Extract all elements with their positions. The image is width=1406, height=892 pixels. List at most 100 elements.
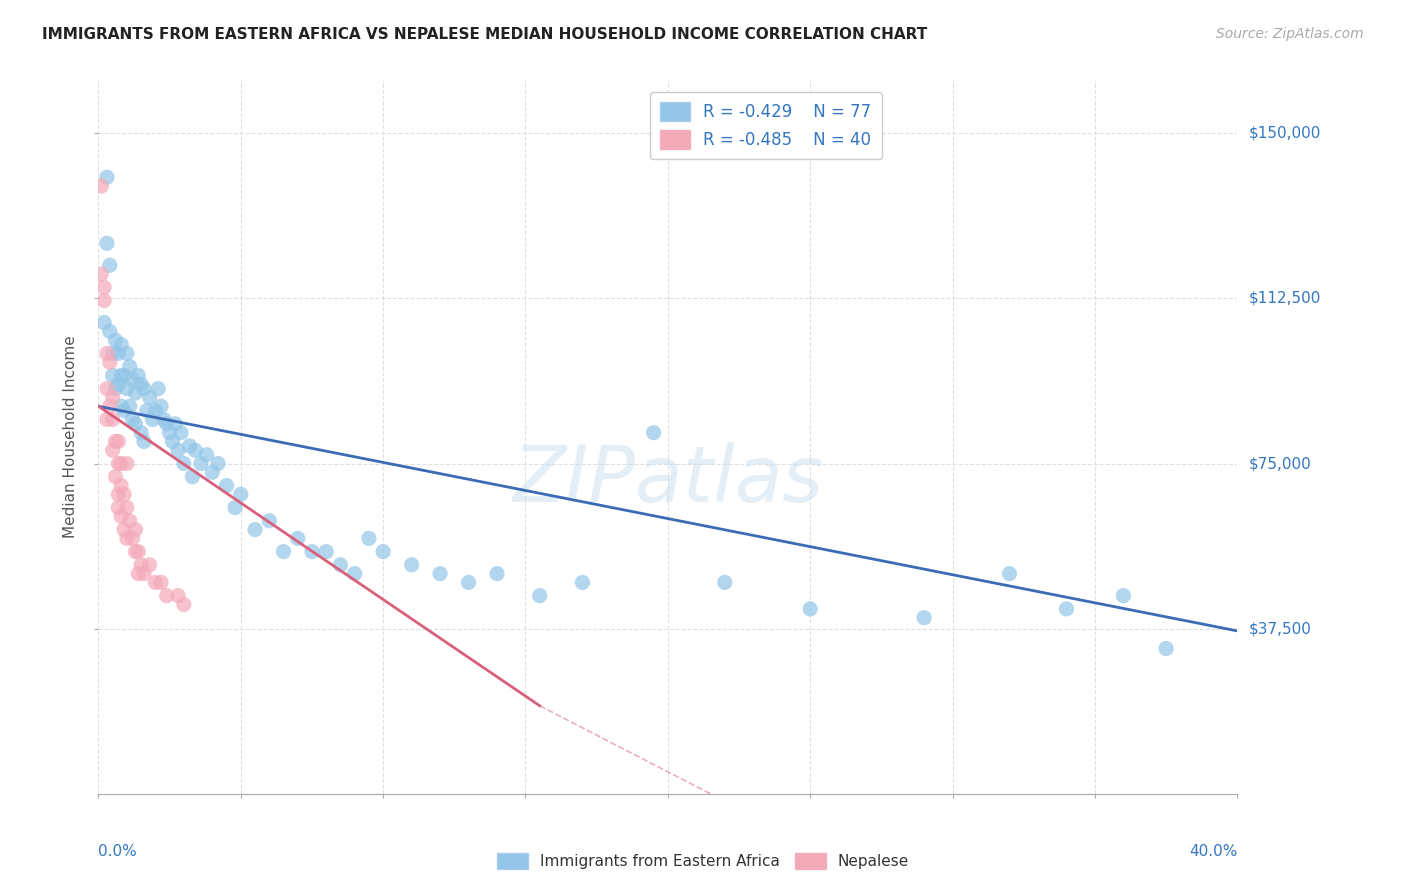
Point xyxy=(104,469,127,483)
Point xyxy=(329,558,352,572)
Point xyxy=(150,575,173,590)
Point xyxy=(145,403,167,417)
Point xyxy=(159,425,181,440)
Point xyxy=(101,346,124,360)
Point xyxy=(101,368,124,383)
Text: $37,500: $37,500 xyxy=(1249,621,1312,636)
Point xyxy=(429,566,451,581)
Point xyxy=(98,355,121,369)
Point xyxy=(373,544,395,558)
Point xyxy=(138,391,160,405)
Point xyxy=(115,382,138,396)
Point xyxy=(457,575,479,590)
Point xyxy=(1112,589,1135,603)
Point xyxy=(107,377,129,392)
Point xyxy=(96,236,118,251)
Point xyxy=(167,589,190,603)
Point xyxy=(93,280,115,294)
Point xyxy=(107,487,129,501)
Text: $75,000: $75,000 xyxy=(1249,456,1312,471)
Point xyxy=(124,523,146,537)
Point xyxy=(129,377,152,392)
Point xyxy=(156,417,179,431)
Point xyxy=(93,293,115,308)
Point xyxy=(118,514,141,528)
Point xyxy=(129,558,152,572)
Point xyxy=(141,412,163,426)
Point xyxy=(229,487,252,501)
Point xyxy=(148,382,170,396)
Point xyxy=(301,544,323,558)
Point xyxy=(799,602,821,616)
Point xyxy=(90,267,112,281)
Point xyxy=(643,425,665,440)
Point xyxy=(110,509,132,524)
Point xyxy=(121,373,143,387)
Point xyxy=(571,575,593,590)
Point xyxy=(132,434,155,449)
Point xyxy=(104,434,127,449)
Point xyxy=(259,514,281,528)
Point xyxy=(118,359,141,374)
Text: 0.0%: 0.0% xyxy=(98,844,138,859)
Point xyxy=(135,403,157,417)
Point xyxy=(110,399,132,413)
Point xyxy=(224,500,246,515)
Point xyxy=(107,346,129,360)
Point xyxy=(215,478,238,492)
Point xyxy=(124,544,146,558)
Text: ZIPatlas: ZIPatlas xyxy=(512,442,824,518)
Point xyxy=(112,403,135,417)
Point xyxy=(714,575,737,590)
Point xyxy=(167,443,190,458)
Point xyxy=(107,500,129,515)
Point xyxy=(486,566,509,581)
Point xyxy=(243,523,266,537)
Text: $112,500: $112,500 xyxy=(1249,291,1320,306)
Point xyxy=(107,434,129,449)
Point xyxy=(115,500,138,515)
Point xyxy=(173,598,195,612)
Point xyxy=(150,399,173,413)
Point xyxy=(110,368,132,383)
Point xyxy=(145,575,167,590)
Point xyxy=(93,316,115,330)
Point xyxy=(998,566,1021,581)
Point xyxy=(1154,641,1177,656)
Point xyxy=(153,412,176,426)
Point xyxy=(96,412,118,426)
Point xyxy=(529,589,551,603)
Point xyxy=(96,170,118,185)
Point xyxy=(124,386,146,401)
Point xyxy=(273,544,295,558)
Point xyxy=(343,566,366,581)
Point xyxy=(207,457,229,471)
Point xyxy=(101,412,124,426)
Point xyxy=(190,457,212,471)
Point xyxy=(112,368,135,383)
Point xyxy=(173,457,195,471)
Point xyxy=(104,382,127,396)
Point xyxy=(115,346,138,360)
Point xyxy=(112,487,135,501)
Point xyxy=(129,425,152,440)
Legend: Immigrants from Eastern Africa, Nepalese: Immigrants from Eastern Africa, Nepalese xyxy=(491,847,915,875)
Point xyxy=(98,258,121,272)
Point xyxy=(315,544,337,558)
Point xyxy=(115,457,138,471)
Point xyxy=(165,417,187,431)
Point xyxy=(156,589,179,603)
Point xyxy=(112,523,135,537)
Point xyxy=(98,324,121,338)
Point xyxy=(121,412,143,426)
Point xyxy=(127,544,149,558)
Text: Source: ZipAtlas.com: Source: ZipAtlas.com xyxy=(1216,27,1364,41)
Point xyxy=(184,443,207,458)
Point xyxy=(132,566,155,581)
Point xyxy=(195,448,218,462)
Point xyxy=(912,610,935,624)
Point xyxy=(121,532,143,546)
Point xyxy=(104,333,127,347)
Point xyxy=(90,179,112,194)
Legend: R = -0.429    N = 77, R = -0.485    N = 40: R = -0.429 N = 77, R = -0.485 N = 40 xyxy=(650,92,882,159)
